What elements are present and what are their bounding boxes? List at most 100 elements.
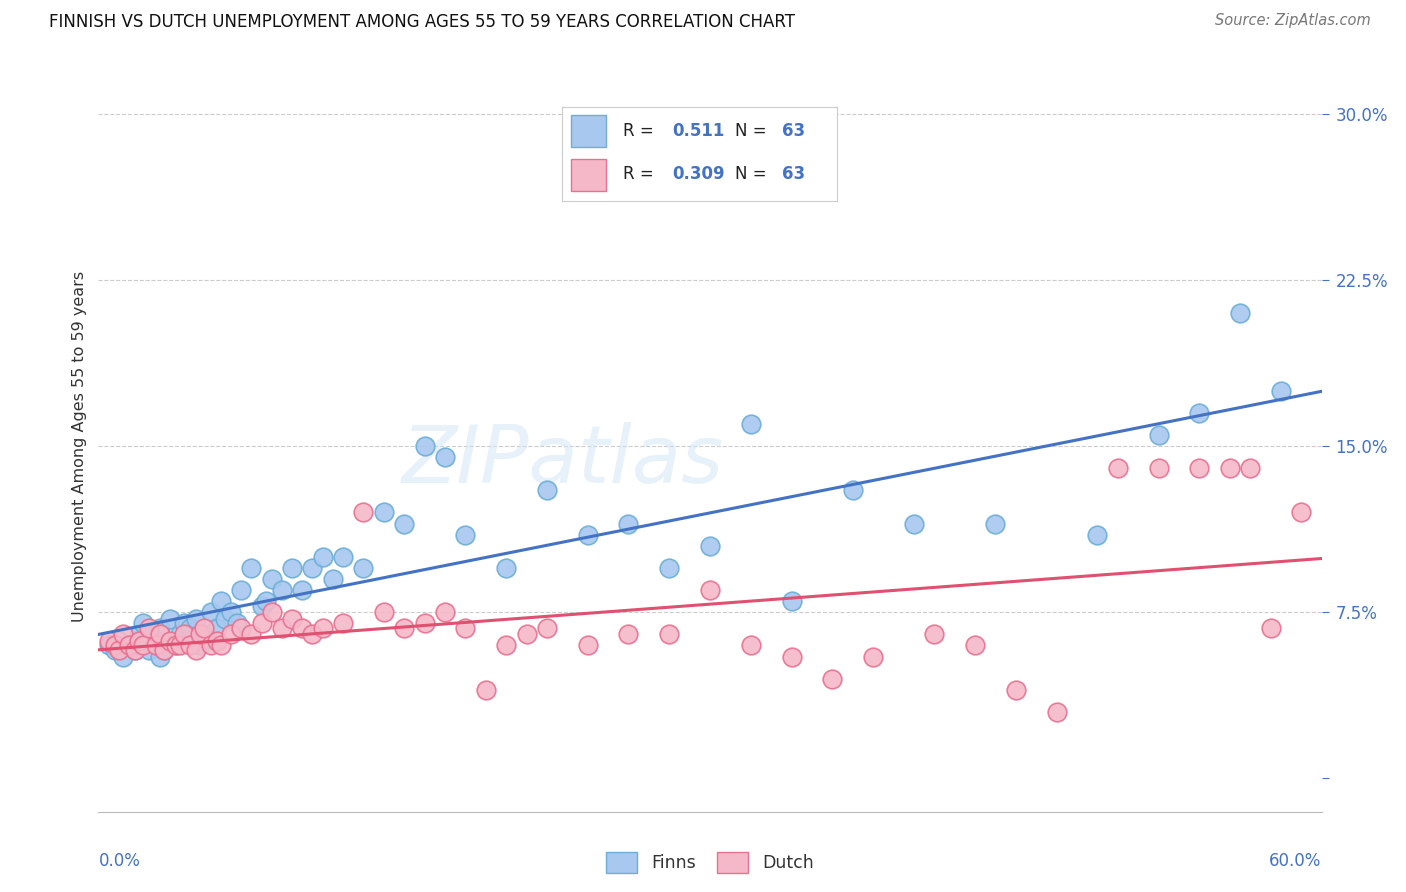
Point bbox=[159, 634, 181, 648]
Point bbox=[104, 639, 127, 653]
Point bbox=[173, 616, 195, 631]
Point bbox=[1291, 506, 1313, 520]
Point bbox=[209, 594, 232, 608]
Point bbox=[474, 682, 498, 697]
Text: N =: N = bbox=[735, 122, 766, 140]
Point bbox=[740, 417, 762, 431]
Point bbox=[454, 621, 477, 635]
Point bbox=[1147, 461, 1170, 475]
Point bbox=[250, 599, 273, 613]
FancyBboxPatch shape bbox=[571, 159, 606, 191]
Point bbox=[138, 621, 160, 635]
Point bbox=[862, 649, 884, 664]
Point bbox=[173, 627, 195, 641]
Point bbox=[231, 583, 253, 598]
Point bbox=[138, 643, 160, 657]
Point bbox=[219, 627, 242, 641]
Point bbox=[200, 605, 222, 619]
Point bbox=[332, 616, 354, 631]
Point bbox=[1270, 384, 1292, 398]
Text: 0.511: 0.511 bbox=[672, 122, 724, 140]
Point bbox=[1188, 406, 1211, 420]
Point bbox=[214, 612, 236, 626]
Point bbox=[188, 639, 212, 653]
Text: N =: N = bbox=[735, 165, 766, 183]
Point bbox=[1229, 306, 1251, 320]
Point bbox=[495, 639, 517, 653]
Point bbox=[576, 639, 599, 653]
Point bbox=[97, 639, 120, 653]
Point bbox=[240, 561, 263, 575]
Point bbox=[780, 649, 803, 664]
Point bbox=[254, 594, 277, 608]
Point bbox=[179, 621, 201, 635]
Point bbox=[780, 594, 803, 608]
Point bbox=[301, 627, 323, 641]
Point bbox=[1147, 428, 1170, 442]
Point bbox=[922, 627, 945, 641]
Point bbox=[260, 572, 283, 586]
Point bbox=[169, 627, 191, 641]
Point bbox=[454, 527, 477, 541]
Text: R =: R = bbox=[623, 165, 654, 183]
Point bbox=[108, 634, 131, 648]
Point bbox=[149, 649, 172, 664]
Point bbox=[159, 612, 181, 626]
Point bbox=[149, 627, 172, 641]
Point bbox=[821, 672, 844, 686]
Point bbox=[111, 649, 134, 664]
Y-axis label: Unemployment Among Ages 55 to 59 years: Unemployment Among Ages 55 to 59 years bbox=[72, 270, 87, 622]
Point bbox=[413, 439, 436, 453]
Point bbox=[576, 527, 599, 541]
Point bbox=[169, 639, 191, 653]
Point bbox=[186, 643, 208, 657]
Point bbox=[145, 634, 167, 648]
Point bbox=[226, 616, 249, 631]
Point bbox=[118, 639, 141, 653]
Text: 63: 63 bbox=[782, 122, 804, 140]
Point bbox=[240, 627, 263, 641]
Point bbox=[352, 561, 374, 575]
Point bbox=[250, 616, 273, 631]
Point bbox=[165, 639, 187, 653]
Point bbox=[392, 621, 416, 635]
Point bbox=[1260, 621, 1282, 635]
Point bbox=[260, 605, 283, 619]
Point bbox=[165, 639, 187, 653]
Point bbox=[108, 643, 131, 657]
Point bbox=[205, 621, 228, 635]
Point bbox=[1239, 461, 1261, 475]
Point bbox=[118, 639, 141, 653]
Point bbox=[281, 561, 304, 575]
Point bbox=[984, 516, 1007, 531]
Point bbox=[128, 627, 150, 641]
Text: 63: 63 bbox=[782, 165, 804, 183]
Point bbox=[188, 627, 212, 641]
Text: R =: R = bbox=[623, 122, 654, 140]
Point bbox=[179, 639, 201, 653]
Point bbox=[152, 643, 174, 657]
Point bbox=[291, 621, 314, 635]
Point bbox=[903, 516, 925, 531]
Text: 0.0%: 0.0% bbox=[98, 852, 141, 870]
Point bbox=[617, 627, 640, 641]
Point bbox=[1188, 461, 1211, 475]
Point bbox=[434, 605, 457, 619]
Point bbox=[740, 639, 762, 653]
Point bbox=[149, 621, 172, 635]
Point bbox=[231, 621, 253, 635]
Point bbox=[219, 605, 242, 619]
Text: FINNISH VS DUTCH UNEMPLOYMENT AMONG AGES 55 TO 59 YEARS CORRELATION CHART: FINNISH VS DUTCH UNEMPLOYMENT AMONG AGES… bbox=[49, 13, 796, 31]
Point bbox=[658, 627, 681, 641]
Point bbox=[270, 621, 294, 635]
Point bbox=[617, 516, 640, 531]
Point bbox=[97, 634, 120, 648]
Point bbox=[536, 621, 558, 635]
Point bbox=[352, 506, 374, 520]
Point bbox=[1045, 705, 1069, 719]
Point bbox=[291, 583, 314, 598]
Point bbox=[138, 627, 160, 641]
Point bbox=[104, 643, 127, 657]
Point bbox=[373, 506, 395, 520]
Text: 0.309: 0.309 bbox=[672, 165, 724, 183]
